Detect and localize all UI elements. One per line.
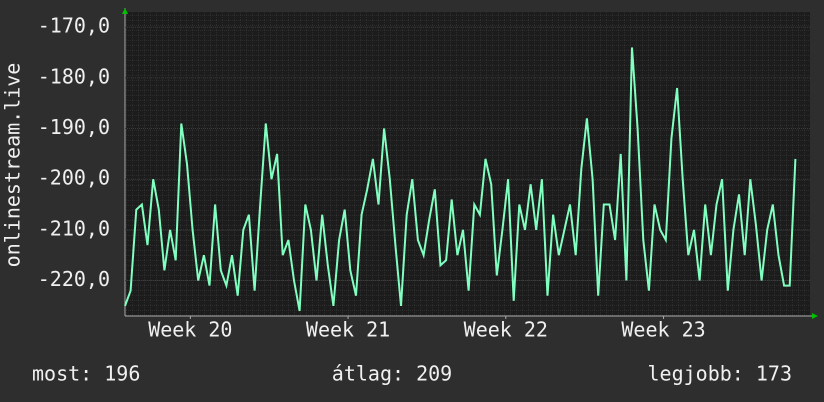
footer-average: átlag: 209 <box>332 362 452 386</box>
x-tick-label: Week 21 <box>306 318 390 342</box>
y-tick-label: -200,0 <box>38 166 110 190</box>
y-arrow <box>122 8 128 14</box>
series-line <box>124 47 797 312</box>
y-tick-label: -170,0 <box>38 14 110 38</box>
x-arrow <box>812 313 818 319</box>
y-tick-label: -190,0 <box>38 115 110 139</box>
y-axis-label: onlinestream.live <box>1 63 25 268</box>
plot-area <box>125 12 810 316</box>
y-tick-label: -210,0 <box>38 216 110 240</box>
y-tick-label: -180,0 <box>38 64 110 88</box>
x-tick-label: Week 22 <box>464 318 548 342</box>
y-tick-label: -220,0 <box>38 267 110 291</box>
footer-current: most: 196 <box>32 362 140 386</box>
footer-best: legjobb: 173 <box>648 362 793 386</box>
x-tick-label: Week 20 <box>148 318 232 342</box>
x-tick-label: Week 23 <box>621 318 705 342</box>
